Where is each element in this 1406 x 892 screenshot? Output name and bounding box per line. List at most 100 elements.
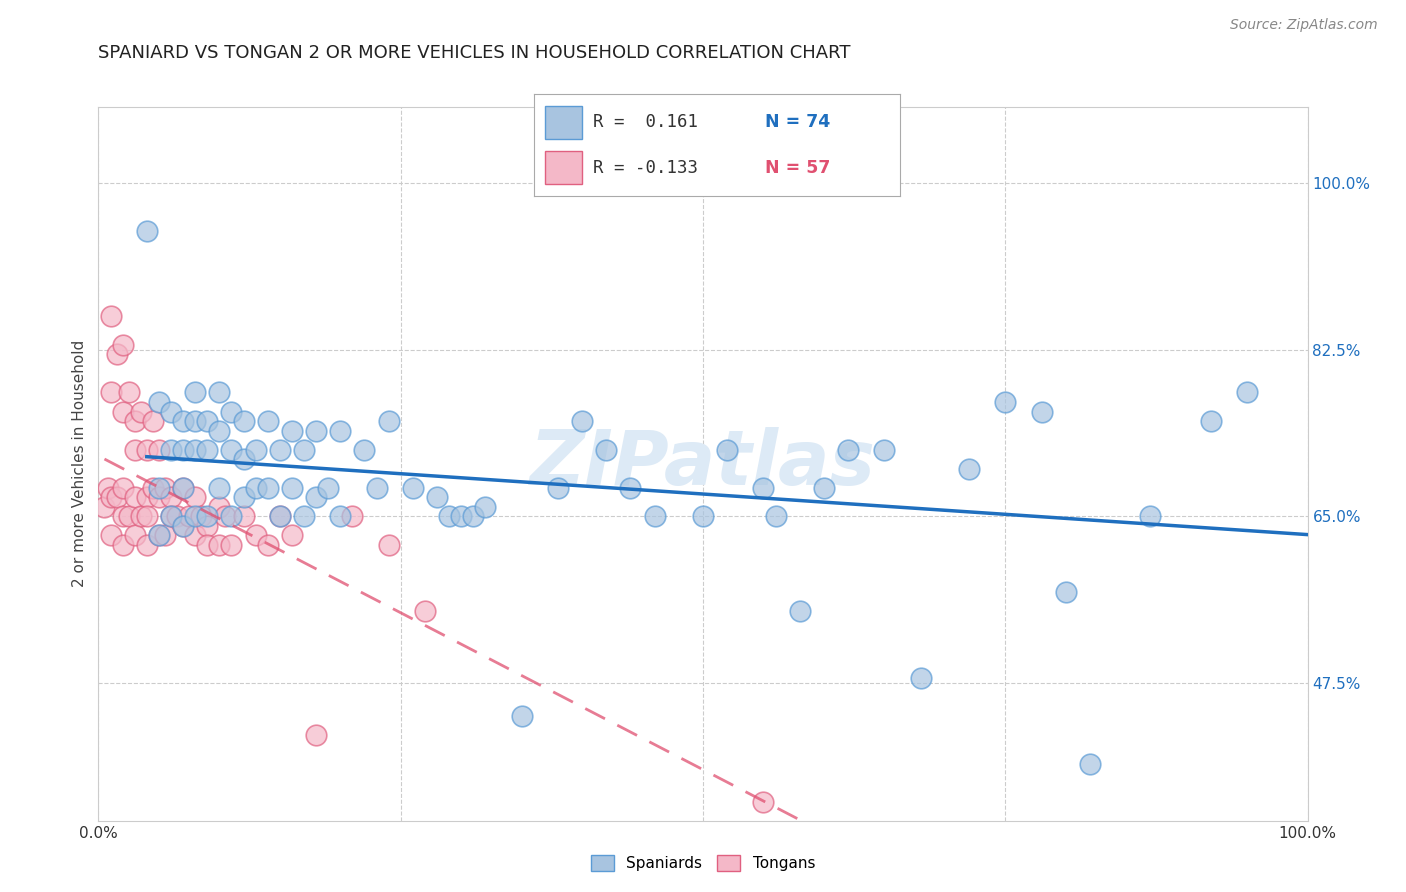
Point (329, 424, 352, 438)
Point (450, 509, 472, 524)
Point (135, 224, 157, 238)
Point (305, 728, 328, 742)
Point (160, 404, 183, 418)
Point (172, 481, 194, 495)
Point (1199, 414, 1222, 428)
Point (752, 481, 775, 495)
Text: Source: ZipAtlas.com: Source: ZipAtlas.com (1230, 18, 1378, 32)
Point (765, 509, 787, 524)
Point (463, 509, 485, 524)
Point (245, 442, 267, 457)
Point (474, 500, 496, 514)
Point (184, 414, 207, 428)
Point (111, 481, 134, 495)
Point (256, 481, 278, 495)
Point (1031, 404, 1053, 418)
Point (142, 481, 165, 495)
Point (957, 461, 980, 475)
Point (377, 414, 399, 428)
Point (716, 442, 738, 457)
Point (160, 490, 183, 504)
Point (232, 414, 254, 428)
Point (135, 442, 157, 457)
Point (292, 509, 315, 524)
Point (232, 509, 254, 524)
Point (124, 414, 146, 428)
Point (195, 538, 218, 552)
Point (195, 414, 218, 428)
Point (402, 481, 425, 495)
Point (135, 490, 157, 504)
Point (129, 509, 152, 524)
Point (1054, 585, 1077, 599)
Point (232, 452, 254, 467)
Point (437, 509, 460, 524)
Point (100, 310, 122, 324)
Point (208, 424, 231, 438)
Point (256, 538, 278, 552)
Point (135, 509, 157, 524)
Y-axis label: 2 or more Vehicles in Household: 2 or more Vehicles in Household (72, 340, 87, 588)
Point (124, 442, 146, 457)
Point (100, 385, 122, 400)
Point (644, 509, 666, 524)
Point (426, 490, 449, 504)
Text: N = 57: N = 57 (765, 159, 830, 177)
Point (135, 538, 157, 552)
Point (184, 509, 207, 524)
Point (214, 509, 236, 524)
Point (1236, 385, 1258, 400)
Text: N = 74: N = 74 (765, 113, 830, 131)
Point (789, 604, 811, 618)
Point (105, 490, 128, 504)
Point (752, 795, 775, 809)
Point (118, 385, 141, 400)
FancyBboxPatch shape (546, 151, 582, 184)
Point (510, 709, 533, 723)
Point (813, 481, 835, 495)
Point (148, 490, 170, 504)
Point (111, 538, 134, 552)
Point (160, 442, 183, 457)
Text: SPANIARD VS TONGAN 2 OR MORE VEHICLES IN HOUSEHOLD CORRELATION CHART: SPANIARD VS TONGAN 2 OR MORE VEHICLES IN… (98, 45, 851, 62)
Point (837, 442, 859, 457)
Point (221, 442, 243, 457)
Point (100, 528, 122, 542)
Point (619, 481, 641, 495)
Point (160, 509, 183, 524)
Text: R =  0.161: R = 0.161 (593, 113, 697, 131)
Point (342, 509, 364, 524)
Point (148, 442, 170, 457)
Point (184, 385, 207, 400)
Point (208, 481, 231, 495)
Point (172, 442, 194, 457)
Point (184, 528, 207, 542)
Point (153, 528, 176, 542)
Point (172, 518, 194, 533)
Point (269, 509, 291, 524)
Point (179, 509, 201, 524)
Point (269, 509, 291, 524)
Point (124, 528, 146, 542)
Point (172, 481, 194, 495)
Point (281, 424, 304, 438)
Point (377, 538, 399, 552)
Point (111, 404, 134, 418)
Point (281, 528, 304, 542)
Point (184, 442, 207, 457)
Point (195, 442, 218, 457)
Point (184, 490, 207, 504)
Point (208, 500, 231, 514)
Point (256, 414, 278, 428)
Text: ZIPatlas: ZIPatlas (530, 427, 876, 500)
Point (1078, 756, 1101, 771)
Point (100, 490, 122, 504)
Point (111, 509, 134, 524)
Point (1139, 509, 1161, 524)
Point (245, 528, 267, 542)
Point (413, 604, 436, 618)
Point (281, 481, 304, 495)
Point (142, 414, 165, 428)
Point (316, 481, 339, 495)
Point (366, 481, 388, 495)
